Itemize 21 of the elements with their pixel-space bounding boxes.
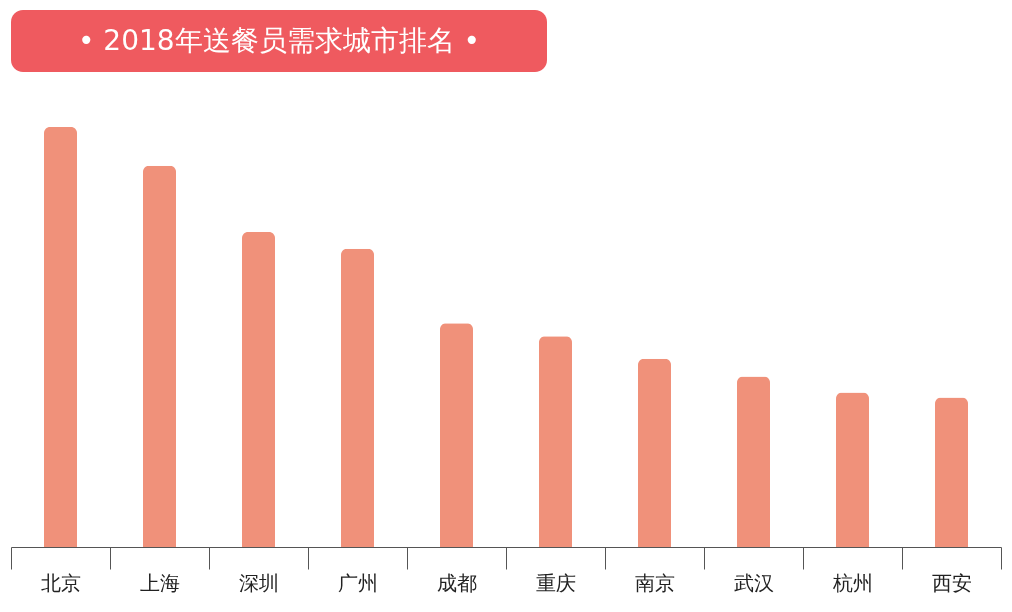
x-tick-label: 杭州 bbox=[832, 570, 873, 595]
x-tick-label: 上海 bbox=[140, 570, 180, 595]
x-tick-label: 南京 bbox=[635, 570, 675, 595]
bar bbox=[638, 358, 671, 547]
x-tick-label: 北京 bbox=[41, 570, 81, 595]
bar bbox=[836, 392, 869, 547]
x-tick-label: 深圳 bbox=[239, 570, 279, 595]
x-tick-label: 广州 bbox=[338, 570, 378, 595]
bar bbox=[440, 323, 473, 547]
x-tick-label: 西安 bbox=[932, 570, 972, 595]
bar bbox=[143, 165, 176, 547]
bar bbox=[539, 336, 572, 547]
bar bbox=[935, 397, 968, 547]
x-tick-label: 成都 bbox=[437, 570, 477, 595]
x-tick-label: 重庆 bbox=[536, 570, 576, 595]
bar bbox=[341, 248, 374, 547]
bar bbox=[44, 127, 77, 547]
chart-title: • 2018年送餐员需求城市排名 • bbox=[77, 24, 481, 57]
bar bbox=[242, 232, 275, 547]
x-tick-label: 武汉 bbox=[734, 570, 774, 595]
bar bbox=[737, 376, 770, 547]
